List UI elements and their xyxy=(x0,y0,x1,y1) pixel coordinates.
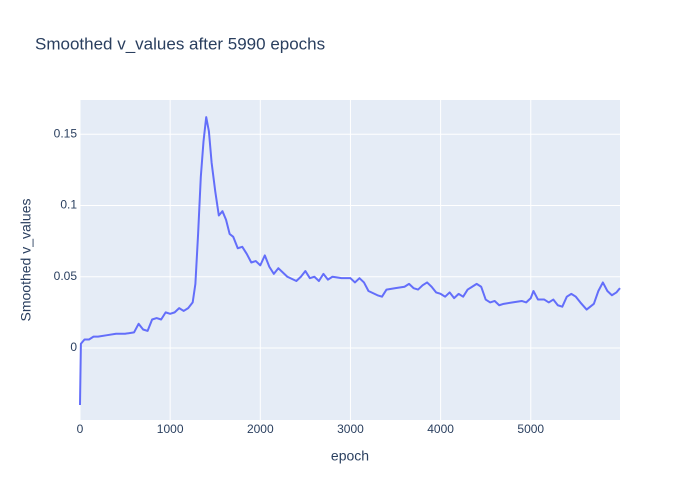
x-tick-label: 1000 xyxy=(157,422,184,436)
x-axis-title: epoch xyxy=(331,448,369,464)
x-tick-label: 0 xyxy=(77,422,84,436)
y-tick-label: 0 xyxy=(70,340,77,354)
x-tick-label: 4000 xyxy=(427,422,454,436)
x-tick-label: 5000 xyxy=(517,422,544,436)
x-tick-label: 2000 xyxy=(247,422,274,436)
line-series xyxy=(79,116,621,406)
y-tick-label: 0.05 xyxy=(54,269,78,283)
y-axis-title: Smoothed v_values xyxy=(18,199,34,322)
y-tick-label: 0.15 xyxy=(54,126,78,140)
y-tick-label: 0.1 xyxy=(60,198,77,212)
x-tick-label: 3000 xyxy=(337,422,364,436)
chart-title: Smoothed v_values after 5990 epochs xyxy=(35,34,325,53)
